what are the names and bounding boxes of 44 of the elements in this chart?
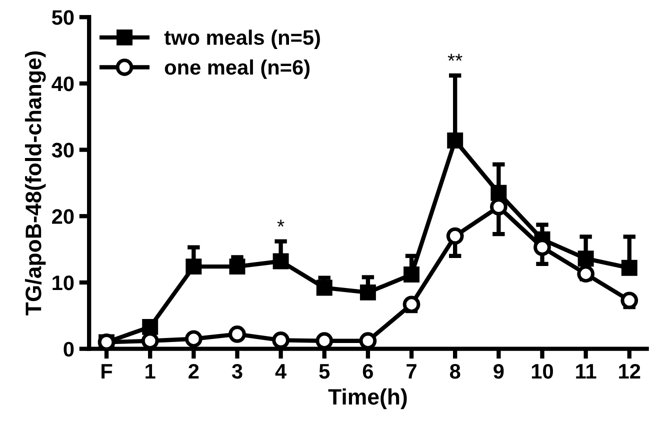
point — [446, 227, 464, 245]
y-tick-label: 50 — [52, 10, 74, 25]
point — [404, 266, 420, 283]
point — [316, 332, 334, 349]
annotation: ** — [448, 54, 462, 61]
y-tick-label: 20 — [52, 209, 74, 224]
point — [142, 318, 158, 335]
y-axis-title: TG/apoB-48(fold-change) — [24, 51, 46, 316]
x-tick-label: 5 — [319, 364, 330, 379]
x-tick-label: 3 — [232, 364, 242, 379]
annotation: * — [277, 220, 284, 227]
point — [360, 284, 376, 300]
y-tick-label: 30 — [52, 142, 74, 158]
x-tick-label: 2 — [188, 364, 199, 378]
x-tick-label: 10 — [532, 364, 553, 379]
x-tick-label: 7 — [406, 364, 416, 378]
point — [184, 330, 202, 348]
point — [272, 332, 290, 349]
y-tick-label: 40 — [52, 76, 74, 92]
point — [578, 250, 594, 267]
legend-label: two meals (n=5) — [164, 30, 320, 50]
x-tick-label: F — [102, 364, 112, 378]
point — [228, 326, 246, 343]
point — [272, 253, 289, 270]
point — [621, 260, 638, 276]
x-axis-title: Time(h) — [328, 388, 407, 410]
x-tick-label: 1 — [146, 364, 156, 378]
y-tick-label: 0 — [64, 342, 74, 357]
point — [447, 132, 464, 148]
x-tick-label: 11 — [576, 364, 596, 378]
point — [186, 258, 202, 275]
point — [490, 184, 507, 201]
x-tick-label: 6 — [362, 364, 373, 379]
point — [229, 258, 246, 275]
x-tick-label: 8 — [450, 364, 460, 379]
point — [316, 280, 332, 296]
y-tick-label: 10 — [52, 275, 74, 290]
point — [577, 265, 594, 283]
x-tick-label: 9 — [494, 364, 504, 379]
legend-label: one meal (n=6) — [164, 59, 310, 79]
x-tick-label: 4 — [275, 364, 286, 378]
point — [359, 332, 377, 349]
x-tick-label: 12 — [619, 364, 640, 378]
point — [620, 292, 638, 310]
